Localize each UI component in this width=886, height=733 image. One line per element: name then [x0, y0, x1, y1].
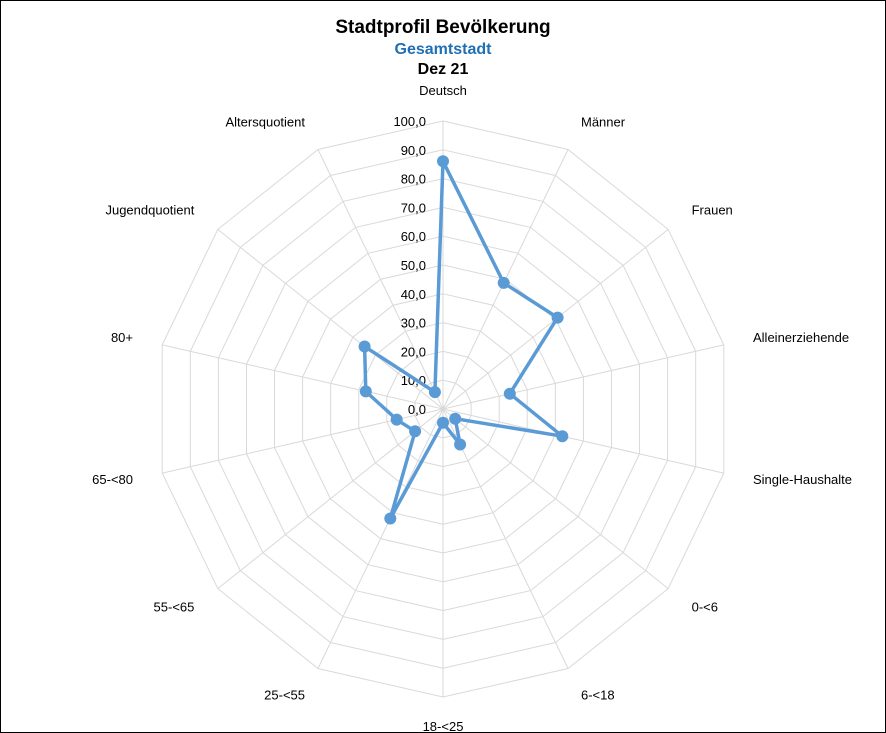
data-point	[428, 386, 441, 399]
grid-spoke	[217, 229, 444, 410]
category-label: Jugendquotient	[105, 203, 194, 218]
category-label: Männer	[581, 115, 626, 130]
category-label: 25-<55	[264, 688, 305, 703]
tick-label: 90,0	[401, 143, 426, 158]
data-point	[358, 340, 371, 353]
data-point	[437, 155, 449, 168]
data-point	[551, 311, 564, 324]
category-label: 55-<65	[154, 599, 195, 614]
data-point	[497, 276, 510, 289]
tick-label: 30,0	[401, 316, 426, 331]
category-label: Deutsch	[419, 83, 467, 98]
category-label: Alleinerziehende	[753, 330, 849, 345]
grid-spoke	[442, 344, 724, 410]
data-point	[384, 512, 397, 525]
tick-label: 10,0	[401, 373, 426, 388]
tick-label: 0,0	[408, 402, 426, 417]
radar-category-labels: Deutsch Männer Frauen Alleinerziehende Singl…	[92, 83, 852, 733]
data-point	[556, 430, 569, 443]
tick-label: 80,0	[401, 172, 426, 187]
category-label: Frauen	[692, 203, 733, 218]
data-point	[359, 385, 372, 398]
grid-spoke	[442, 408, 669, 589]
grid-spoke	[442, 408, 569, 669]
tick-label: 100,0	[393, 114, 426, 129]
data-point	[449, 412, 462, 425]
category-label: Altersquotient	[226, 115, 306, 130]
category-label: 18-<25	[423, 719, 464, 733]
data-point	[390, 413, 403, 426]
data-point	[409, 425, 422, 438]
tick-label: 60,0	[401, 229, 426, 244]
category-label: Single-Haushalte	[753, 472, 852, 487]
category-label: 80+	[111, 330, 133, 345]
radar-tick-labels: 0,0 10,0 20,0 30,0 40,0 50,0 60,0 70,0 80,0 90,0 1…	[393, 114, 426, 417]
tick-label: 70,0	[401, 200, 426, 215]
grid-spoke	[442, 408, 724, 474]
category-label: 0-<6	[692, 599, 718, 614]
category-label: 65-<80	[92, 472, 133, 487]
chart-subtitle: Gesamtstadt	[394, 41, 492, 58]
radar-series	[358, 155, 569, 525]
chart-title-block: Stadtprofil Bevölkerung Gesamtstadt Dez …	[0, 16, 886, 80]
grid-spoke	[317, 149, 444, 410]
grid-spoke	[317, 408, 444, 669]
grid-spoke	[217, 408, 444, 589]
category-label: 6-<18	[581, 688, 615, 703]
data-point	[503, 387, 516, 400]
data-point	[437, 416, 449, 429]
tick-label: 40,0	[401, 287, 426, 302]
tick-label: 20,0	[401, 344, 426, 359]
chart-period: Dez 21	[417, 61, 469, 78]
data-point	[454, 438, 467, 451]
grid-spoke	[162, 344, 444, 410]
tick-label: 50,0	[401, 258, 426, 273]
chart-title: Stadtprofil Bevölkerung	[335, 17, 551, 38]
